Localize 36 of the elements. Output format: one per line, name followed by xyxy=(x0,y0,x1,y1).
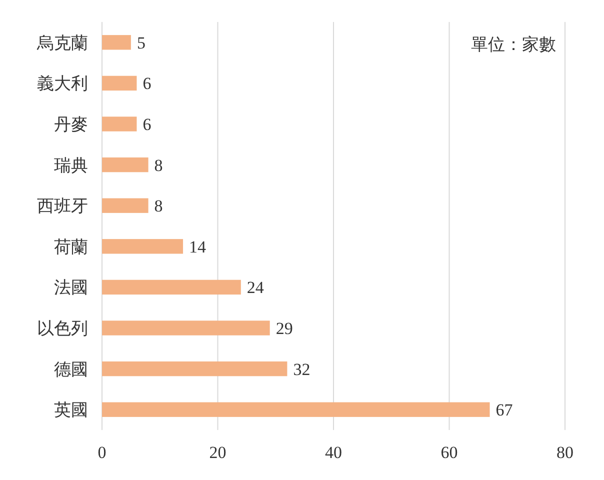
y-tick-label: 法國 xyxy=(54,278,88,298)
data-label: 8 xyxy=(154,196,163,216)
data-label: 8 xyxy=(154,156,163,175)
bar xyxy=(102,157,148,172)
bar xyxy=(102,239,184,254)
y-tick-label: 丹麥 xyxy=(54,115,88,134)
data-label: 67 xyxy=(496,400,514,420)
data-label: 29 xyxy=(276,319,293,338)
bar xyxy=(102,116,137,132)
x-tick-label: 20 xyxy=(209,443,226,462)
bar xyxy=(102,280,241,295)
y-tick-label: 瑞典 xyxy=(54,156,88,175)
bar xyxy=(102,320,270,336)
annotation: 單位：家數 xyxy=(471,35,556,54)
bar xyxy=(102,76,137,91)
bar xyxy=(102,361,288,376)
y-tick-label: 義大利 xyxy=(37,74,88,94)
bar xyxy=(102,35,131,50)
data-label: 32 xyxy=(293,360,310,379)
data-label: 6 xyxy=(142,74,152,94)
data-label: 5 xyxy=(136,33,146,52)
y-tick-label: 西班牙 xyxy=(37,196,88,216)
y-tick-label: 英國 xyxy=(54,400,88,420)
y-tick-label: 德國 xyxy=(54,360,88,379)
bar xyxy=(102,402,490,417)
x-tick-label: 60 xyxy=(440,443,458,462)
data-label: 14 xyxy=(189,237,207,256)
bar xyxy=(102,198,148,213)
data-label: 24 xyxy=(246,278,264,298)
y-tick-label: 以色列 xyxy=(37,319,88,338)
data-label: 6 xyxy=(142,115,152,134)
x-tick-label: 80 xyxy=(556,443,574,462)
y-tick-label: 荷蘭 xyxy=(54,237,88,256)
x-tick-label: 40 xyxy=(325,443,342,462)
x-tick-label: 0 xyxy=(98,443,106,462)
y-tick-label: 烏克蘭 xyxy=(36,33,88,52)
